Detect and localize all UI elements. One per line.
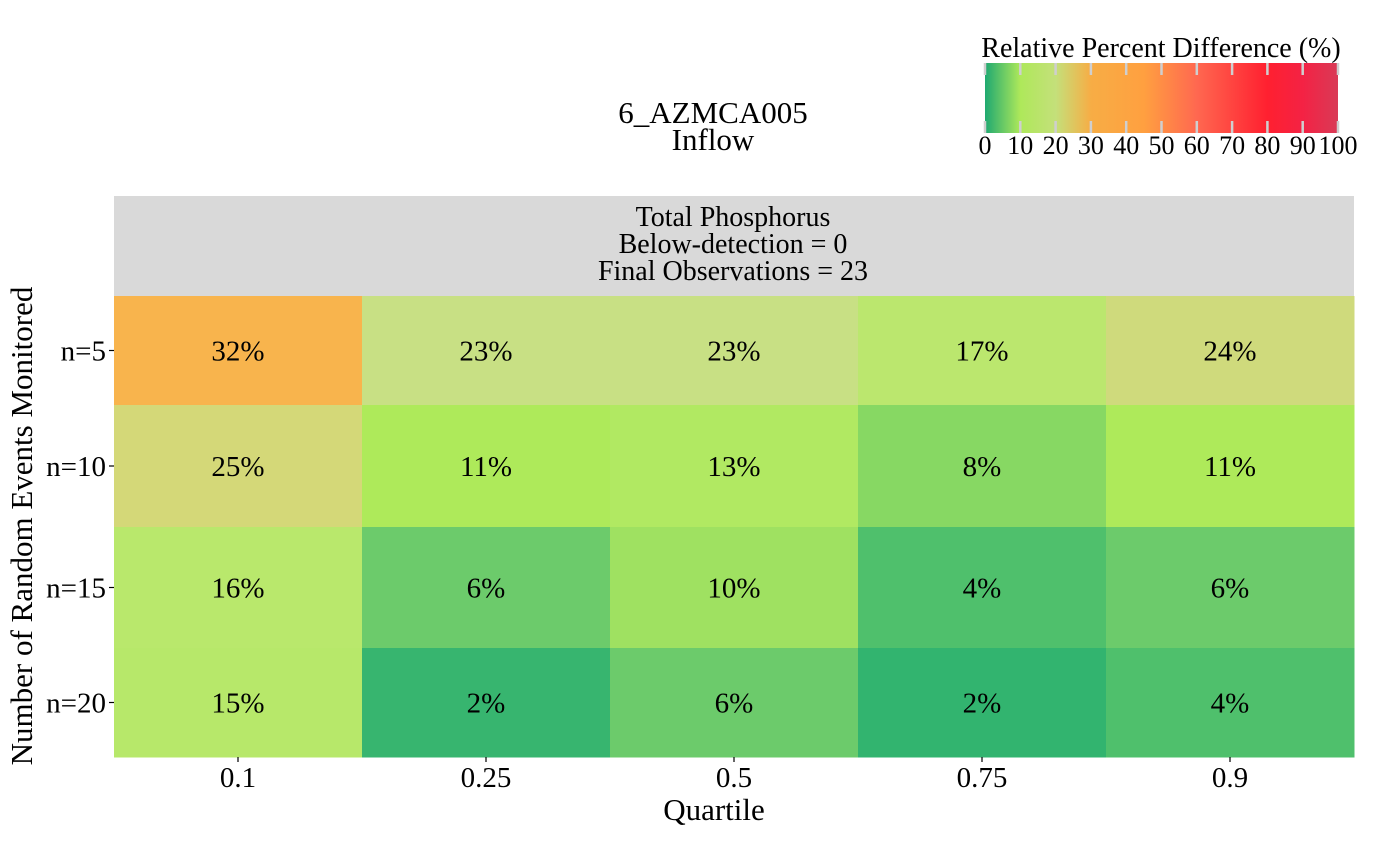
- heatmap-cell-label: 32%: [211, 336, 264, 368]
- x-tick-label: 0.1: [220, 762, 256, 794]
- heatmap-cell: [362, 527, 611, 649]
- x-tick-label: 0.9: [1212, 762, 1248, 794]
- heatmap-cell-label: 16%: [211, 573, 264, 605]
- x-tick-label: 0.75: [957, 762, 1008, 794]
- heatmap-cell: [114, 648, 363, 758]
- heatmap-cell: [1106, 527, 1355, 649]
- heatmap-cell-label: 6%: [715, 688, 754, 720]
- heatmap-cell-label: 8%: [963, 451, 1002, 483]
- facet-header: [114, 196, 1354, 296]
- heatmap-cell-label: 23%: [707, 336, 760, 368]
- heatmap-cell-label: 23%: [459, 336, 512, 368]
- heatmap-cell: [114, 527, 363, 649]
- heatmap-cell: [362, 296, 611, 406]
- colorbar-tick-label: 0: [979, 131, 992, 160]
- heatmap-cell-label: 2%: [963, 688, 1002, 720]
- heatmap-cell-label: 6%: [467, 573, 506, 605]
- heatmap-cell-label: 17%: [955, 336, 1008, 368]
- heatmap-cell-label: 11%: [1204, 451, 1256, 483]
- heatmap-cell: [858, 296, 1107, 406]
- heatmap-cell-label: 10%: [707, 573, 760, 605]
- colorbar-tick-label: 90: [1290, 131, 1316, 160]
- heatmap-cell: [610, 527, 859, 649]
- x-tick-label: 0.25: [461, 762, 512, 794]
- heatmap-cell: [1106, 405, 1355, 528]
- colorbar-tick-label: 100: [1319, 131, 1358, 160]
- y-tick-label: n=15: [46, 573, 106, 605]
- colorbar-tick-label: 80: [1254, 131, 1280, 160]
- colorbar-tick-label: 20: [1043, 131, 1069, 160]
- colorbar-title: Relative Percent Difference (%): [981, 33, 1340, 64]
- heatmap-cell: [858, 648, 1107, 758]
- heatmap-cell-label: 4%: [1211, 688, 1250, 720]
- colorbar-ticks: 0 10 20 30 40 50 60 70 80 90 100: [979, 63, 1358, 160]
- colorbar-tick-label: 50: [1149, 131, 1175, 160]
- colorbar-tick-label: 30: [1078, 131, 1104, 160]
- heatmap-cell-label: 25%: [211, 451, 264, 483]
- y-tick-label: n=5: [61, 336, 106, 368]
- heatmap-cell: [114, 296, 363, 406]
- heatmap-cell-label: 11%: [460, 451, 512, 483]
- y-axis-ticks: n=5 n=10 n=15 n=20: [46, 336, 114, 720]
- x-axis-ticks: 0.1 0.25 0.5 0.75 0.9: [220, 757, 1248, 794]
- facet-title: Total Phosphorus: [636, 202, 831, 233]
- colorbar-tick-label: 10: [1007, 131, 1033, 160]
- x-tick-label: 0.5: [716, 762, 752, 794]
- heatmap-cell: [114, 405, 363, 528]
- y-tick-label: n=10: [46, 451, 106, 483]
- heatmap-cell-label: 4%: [963, 573, 1002, 605]
- heatmap-cell-label: 6%: [1211, 573, 1250, 605]
- facet-final-observations: Final Observations = 23: [598, 256, 868, 287]
- y-axis-label: Number of Random Events Monitored: [4, 286, 39, 765]
- heatmap-cell: [362, 405, 611, 528]
- heatmap-cell: [858, 405, 1107, 528]
- heatmap-cell: [610, 296, 859, 406]
- heatmap-cell: [1106, 648, 1355, 758]
- heatmap-cell: [610, 405, 859, 528]
- heatmap-cell-label: 15%: [211, 688, 264, 720]
- chart-title: 6_AZMCA005: [618, 95, 807, 130]
- heatmap-cell-label: 13%: [707, 451, 760, 483]
- facet-below-detection: Below-detection = 0: [619, 229, 848, 260]
- y-tick-label: n=20: [46, 688, 106, 720]
- colorbar-tick-label: 60: [1184, 131, 1210, 160]
- heatmap-cell: [362, 648, 611, 758]
- heatmap-cells: 32% 23% 23% 17% 24% 25% 11% 13% 8% 11% 16% 6% 10% 4% 6…: [114, 296, 1355, 758]
- heatmap-cell-label: 24%: [1203, 336, 1256, 368]
- chart-subtitle: Inflow: [672, 122, 755, 157]
- heatmap-cell: [858, 527, 1107, 649]
- colorbar-tick-label: 70: [1219, 131, 1245, 160]
- heatmap-cell: [1106, 296, 1355, 406]
- x-axis-label: Quartile: [663, 792, 765, 827]
- heatmap-cell: [610, 648, 859, 758]
- colorbar-tick-label: 40: [1113, 131, 1139, 160]
- heatmap-cell-label: 2%: [467, 688, 506, 720]
